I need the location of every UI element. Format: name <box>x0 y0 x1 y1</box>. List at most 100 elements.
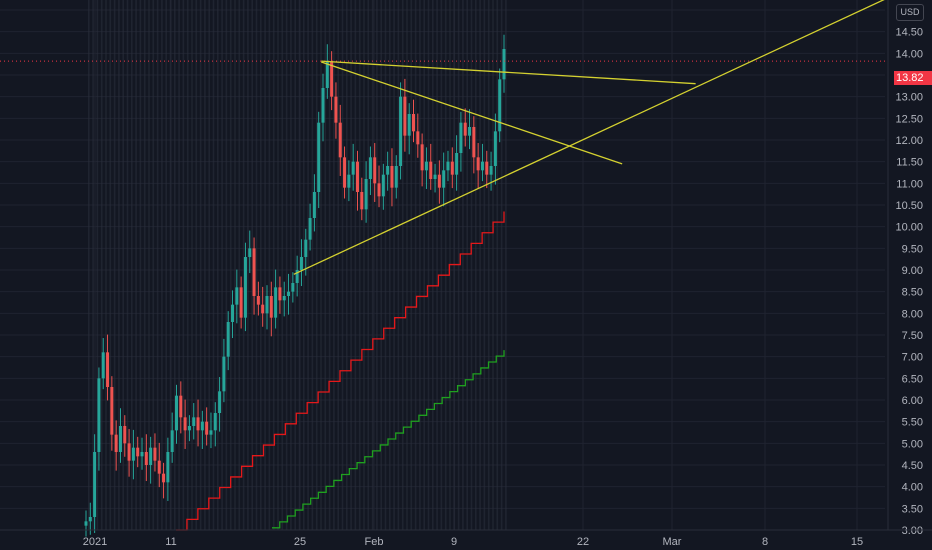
candle-body <box>200 421 204 431</box>
session-band <box>341 0 344 530</box>
session-band <box>212 0 215 530</box>
session-band <box>242 0 245 530</box>
x-tick-label: 22 <box>577 536 589 548</box>
candle-body <box>265 296 269 314</box>
candle-body <box>97 378 101 452</box>
candle-body <box>84 521 88 526</box>
candle-body <box>390 166 394 188</box>
y-tick-label: 14.00 <box>895 48 923 60</box>
candle-body <box>226 322 230 357</box>
session-band <box>178 0 180 530</box>
y-tick-label: 8.50 <box>902 287 923 299</box>
candle-body <box>183 417 187 431</box>
candle-body <box>343 157 347 188</box>
candle-body <box>231 304 235 322</box>
candle-body <box>424 161 428 171</box>
session-band <box>466 0 468 530</box>
session-band <box>294 0 296 530</box>
candle-body <box>502 49 506 80</box>
session-band <box>414 0 417 530</box>
y-tick-label: 6.50 <box>902 373 923 385</box>
x-axis[interactable]: 2021 11 25 Feb 9 22 Mar 8 15 <box>0 529 932 548</box>
candle-body <box>235 287 239 305</box>
candle-body <box>153 447 157 461</box>
session-band <box>444 0 447 530</box>
trendline-drawings[interactable] <box>0 0 885 275</box>
candle-body <box>360 192 364 210</box>
session-band <box>148 0 150 530</box>
session-band <box>298 0 301 530</box>
x-tick-label: Feb <box>365 536 384 548</box>
session-band <box>96 0 99 530</box>
last-price-tag: 13.82 <box>894 71 932 85</box>
session-band <box>285 0 288 530</box>
y-tick-label: 10.50 <box>895 200 923 212</box>
candle-body <box>377 183 381 197</box>
session-band <box>307 0 309 530</box>
candle-body <box>463 122 467 136</box>
x-tick-label: 25 <box>294 536 306 548</box>
session-band <box>156 0 159 530</box>
session-band <box>161 0 163 530</box>
candle-body <box>218 391 222 413</box>
session-band <box>410 0 413 530</box>
y-tick-label: 13.00 <box>895 92 923 104</box>
session-band <box>135 0 137 530</box>
candle-body <box>476 157 480 171</box>
session-band <box>251 0 253 530</box>
session-band <box>320 0 322 530</box>
session-band <box>401 0 404 530</box>
candle-body <box>213 413 217 431</box>
candle-body <box>459 122 463 153</box>
candle-body <box>364 179 368 210</box>
session-band <box>496 0 499 530</box>
session-band <box>247 0 249 530</box>
candle-body <box>355 161 359 192</box>
candle-body <box>136 447 140 457</box>
upper-trendline <box>321 60 696 85</box>
session-band <box>131 0 133 530</box>
session-band <box>462 0 464 530</box>
session-band <box>324 0 327 530</box>
candle-body <box>442 170 446 188</box>
candle-body <box>140 452 144 457</box>
candle-body <box>274 287 278 318</box>
y-tick-label: 12.50 <box>895 113 923 125</box>
candle-body <box>455 153 459 175</box>
session-band <box>165 0 167 530</box>
candle-body <box>312 192 316 218</box>
session-band <box>152 0 155 530</box>
session-band <box>238 0 241 530</box>
session-band <box>199 0 202 530</box>
currency-label[interactable]: USD <box>896 4 924 21</box>
session-band <box>217 0 219 530</box>
candle-body <box>291 283 295 292</box>
session-band <box>389 0 391 530</box>
session-band <box>186 0 189 530</box>
candle-body <box>123 426 127 444</box>
candle-body <box>101 352 105 379</box>
session-band <box>255 0 258 530</box>
session-band <box>92 0 94 530</box>
session-band <box>264 0 266 530</box>
vertical-bands <box>88 0 507 530</box>
session-band <box>380 0 382 530</box>
candle-body <box>127 443 131 461</box>
session-band <box>277 0 279 530</box>
session-band <box>272 0 275 530</box>
candle-body <box>433 174 437 179</box>
session-band <box>208 0 210 530</box>
candle-body <box>192 417 196 426</box>
session-band <box>139 0 142 530</box>
session-band <box>440 0 443 530</box>
session-band <box>225 0 228 530</box>
y-tick-label: 12.00 <box>895 135 923 147</box>
candle-body <box>144 452 148 465</box>
ascending-trendline <box>293 0 885 275</box>
x-tick-label: 9 <box>451 536 457 548</box>
session-band <box>268 0 271 530</box>
candle-body <box>252 248 256 296</box>
candle-body <box>256 296 260 305</box>
candle-body <box>166 452 170 483</box>
